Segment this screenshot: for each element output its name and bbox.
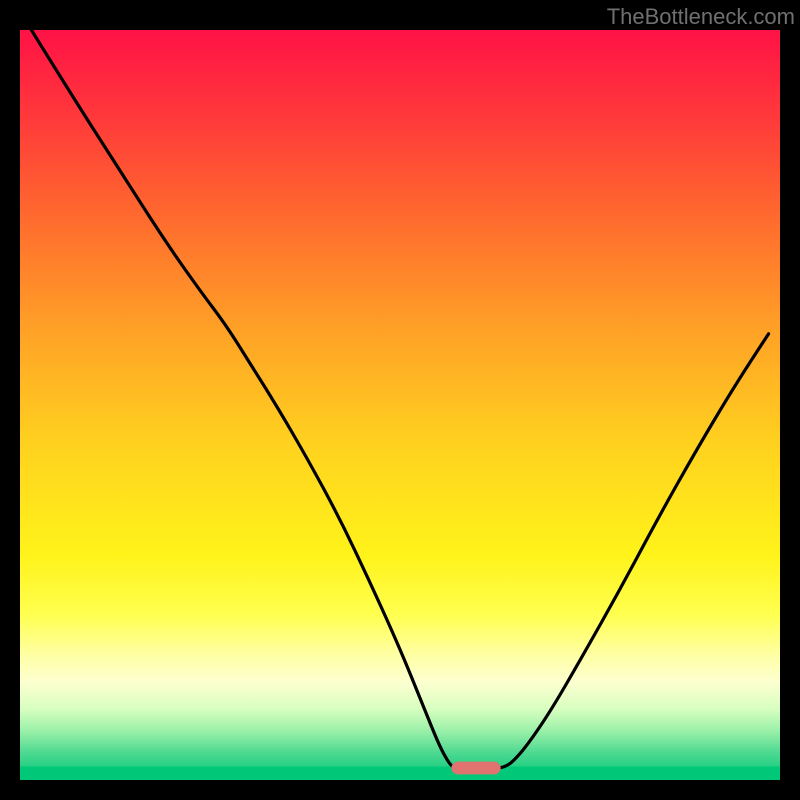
chart-svg	[20, 30, 780, 780]
chart-plot-area	[20, 30, 780, 780]
optimal-marker	[451, 762, 500, 775]
watermark-text: TheBottleneck.com	[607, 4, 795, 30]
gradient-background	[20, 30, 780, 780]
baseline-band	[20, 767, 780, 781]
